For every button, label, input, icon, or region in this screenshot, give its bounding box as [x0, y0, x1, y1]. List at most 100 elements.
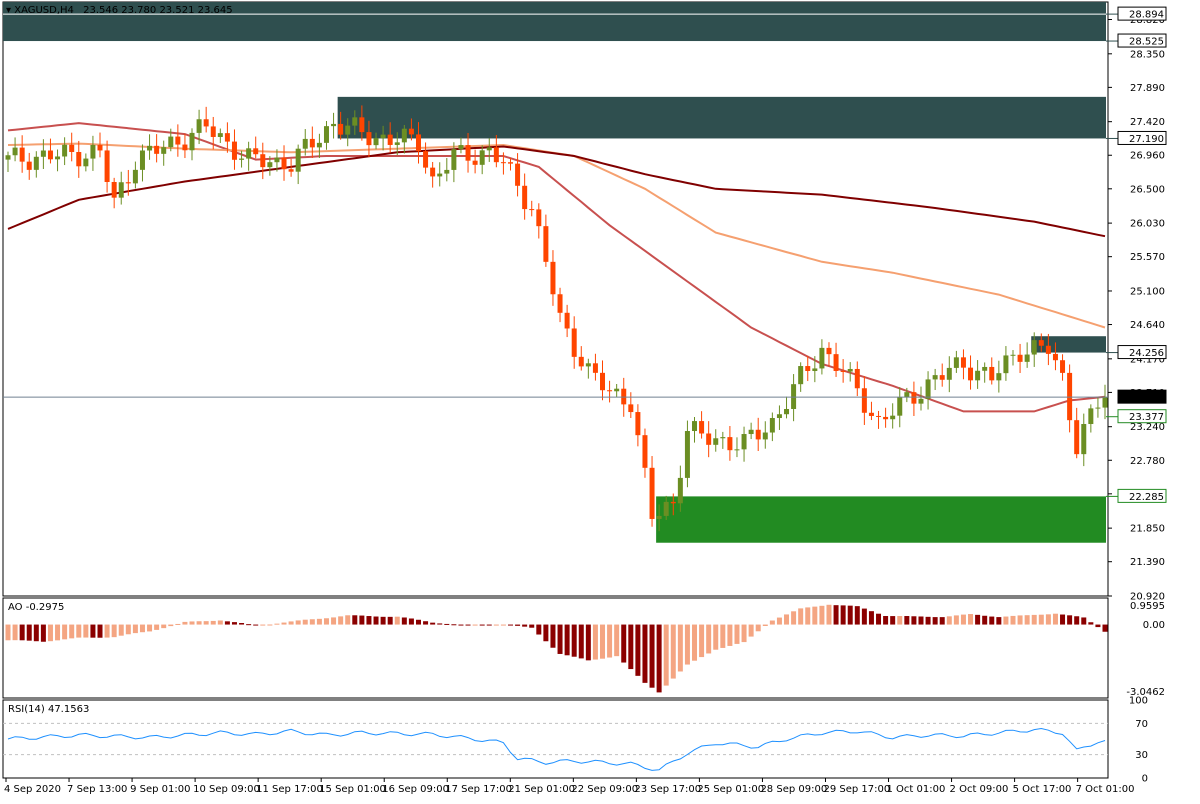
candle-body [196, 119, 202, 133]
price-y-tick-label: 27.420 [1130, 117, 1165, 128]
ao-bar [713, 624, 719, 650]
candle-body [366, 132, 372, 146]
ao-bar [1102, 624, 1108, 632]
candle [33, 151, 39, 178]
candle [423, 142, 429, 174]
candle-body [323, 126, 329, 143]
candle-body [479, 150, 485, 165]
ao-bar [401, 617, 407, 625]
candle-body [246, 148, 252, 159]
ao-bar [507, 624, 513, 626]
candle [26, 152, 32, 180]
ao-bar [387, 616, 393, 625]
ao-bar [479, 624, 485, 626]
candle [550, 250, 556, 306]
ao-bar [585, 624, 591, 661]
ao-bar [536, 624, 542, 635]
candle-body [1060, 360, 1066, 373]
candle [776, 405, 782, 430]
ao-bar [359, 615, 365, 625]
symbol-name: XAGUSD,H4 [14, 5, 74, 16]
candle-body [953, 357, 959, 368]
candle-body [536, 209, 542, 227]
candle-body [359, 117, 365, 133]
ao-bar [309, 619, 315, 625]
candle [932, 368, 938, 391]
candle [288, 158, 294, 177]
candle [1024, 342, 1030, 368]
ao-bar [281, 622, 287, 625]
candle [656, 504, 662, 532]
candle [564, 304, 570, 338]
ao-bar [444, 623, 450, 625]
ao-bar [408, 618, 414, 625]
zone-price-label: 27.190 [1129, 134, 1164, 145]
candle [373, 132, 379, 150]
candle-body [203, 119, 209, 127]
candle [69, 132, 75, 162]
candle-body [1003, 355, 1009, 374]
candle [1010, 350, 1016, 366]
ao-bar [1045, 614, 1051, 625]
rsi-pane-frame [2, 699, 1109, 779]
candle-body [826, 347, 832, 355]
candle [890, 403, 896, 429]
candle-body [231, 141, 237, 160]
ao-bar [925, 616, 931, 625]
ao-bar [224, 621, 230, 625]
candle [147, 134, 153, 160]
candle [493, 134, 499, 168]
ao-bar [246, 624, 252, 626]
candle [125, 169, 131, 196]
candle-body [267, 162, 273, 168]
ao-bar [147, 624, 153, 632]
candle [911, 381, 917, 417]
price-y-tick-label: 24.170 [1130, 354, 1165, 365]
candle-body [55, 156, 61, 160]
candle-body [939, 375, 945, 380]
candle [62, 137, 68, 166]
ao-y-tick-label: 0.9595 [1130, 601, 1165, 612]
candle-body [309, 138, 315, 148]
x-axis-label: 2 Oct 09:00 [950, 784, 1009, 795]
ao-bar [5, 624, 11, 641]
x-axis-label: 23 Sep 17:00 [634, 784, 701, 795]
rsi-label: RSI(14) 47.1563 [8, 704, 90, 715]
ao-bar [734, 624, 740, 644]
ao-bar [139, 624, 145, 633]
ao-bar [352, 615, 358, 625]
candle [380, 125, 386, 151]
candle [607, 380, 613, 403]
candle-body [713, 438, 719, 445]
x-axis-label: 17 Sep 17:00 [445, 784, 512, 795]
ao-bar [592, 624, 598, 660]
candle-body [989, 366, 995, 381]
candle-body [861, 388, 867, 413]
candle [663, 495, 669, 521]
ao-bar [111, 624, 117, 638]
candle-body [90, 144, 96, 159]
candle [323, 120, 329, 150]
ao-bar [755, 624, 761, 632]
candle [642, 428, 648, 478]
supply-demand-zone [656, 496, 1106, 543]
ao-bar [868, 611, 874, 625]
ao-bar [727, 624, 733, 646]
candle-body [918, 398, 924, 404]
ao-bar [118, 624, 124, 636]
price-y-tick-label: 28.350 [1130, 49, 1165, 60]
candle-body [982, 366, 988, 371]
ao-bar [642, 624, 648, 683]
candle-body [741, 434, 747, 450]
dropdown-triangle-icon[interactable]: ▾ [6, 5, 12, 16]
candle-body [543, 226, 549, 262]
ao-bar [316, 618, 322, 625]
candle-body [791, 384, 797, 409]
ao-bar [302, 619, 308, 625]
ao-bar [663, 624, 669, 686]
ao-bar [196, 621, 202, 625]
candle-body [210, 126, 216, 137]
ao-bar [847, 605, 853, 625]
x-axis-label: 7 Sep 13:00 [67, 784, 127, 795]
x-axis-label: 5 Oct 17:00 [1013, 784, 1072, 795]
